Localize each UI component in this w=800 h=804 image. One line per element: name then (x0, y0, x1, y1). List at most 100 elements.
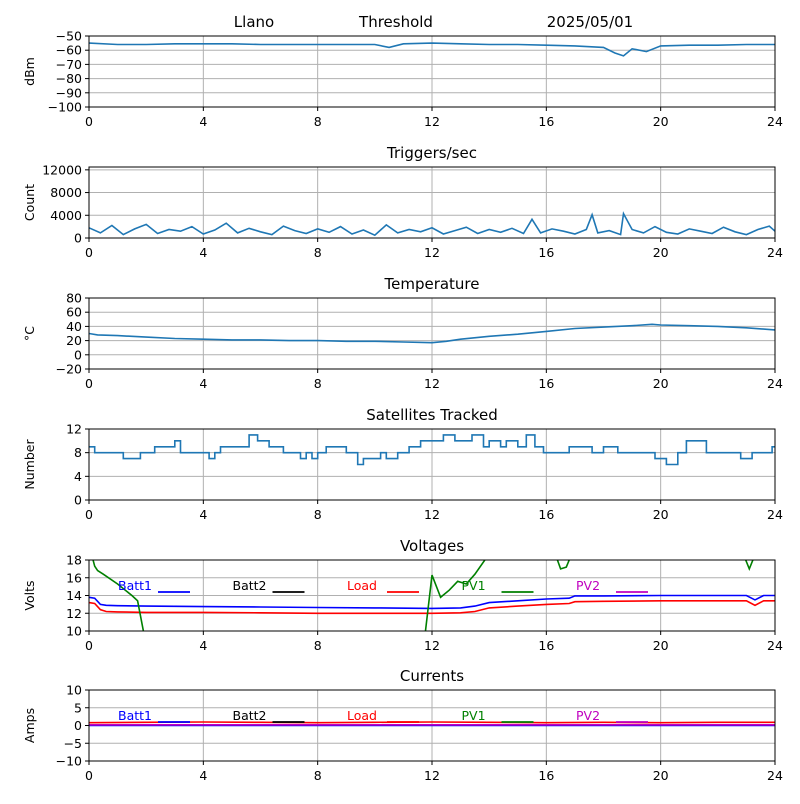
y-tick-label: 80 (66, 291, 82, 306)
y-tick-label: −70 (56, 57, 82, 72)
x-tick-label: 0 (85, 245, 93, 260)
y-tick-label: 40 (66, 319, 82, 334)
x-tick-label: 20 (653, 245, 669, 260)
x-tick-label: 24 (767, 638, 783, 653)
x-tick-label: 24 (767, 114, 783, 129)
header-mode: Threshold (358, 13, 433, 31)
legend-label: PV1 (462, 578, 486, 593)
y-tick-label: 20 (66, 333, 82, 348)
plot-area (89, 721, 775, 727)
panel-0: 0 4 8 12 16 20 24 −100−90−80−70−60−50 dBm (22, 29, 783, 130)
x-tick-label: 0 (85, 638, 93, 653)
x-tick-label: 12 (424, 768, 440, 783)
x-tick-label: 16 (538, 245, 554, 260)
panel-title: Voltages (400, 537, 464, 555)
x-tick-label: 20 (653, 114, 669, 129)
y-tick-label: 12 (66, 606, 82, 621)
panel-title: Temperature (383, 275, 479, 293)
y-axis-label: Number (22, 439, 37, 490)
legend-label: Load (347, 578, 377, 593)
x-tick-label: 16 (538, 638, 554, 653)
y-axis-label: dBm (22, 57, 37, 86)
y-axis-label: Volts (22, 580, 37, 610)
y-tick-label: 0 (74, 493, 82, 508)
panel-5: 0 4 8 12 16 20 24 −10 −5 0 5 10 Currents Amps Batt1 Bat… (22, 667, 783, 783)
series-line (89, 211, 775, 237)
series-line (92, 560, 145, 631)
series-line (556, 560, 571, 570)
series-line (424, 560, 486, 631)
x-tick-label: 16 (538, 507, 554, 522)
panel-title: Currents (400, 667, 464, 685)
x-tick-label: 8 (314, 507, 322, 522)
legend-label: PV2 (576, 578, 600, 593)
x-tick-label: 16 (538, 768, 554, 783)
panel-title: Triggers/sec (386, 144, 477, 162)
series-line (89, 721, 775, 724)
x-tick-label: 12 (424, 245, 440, 260)
series-line (89, 434, 775, 466)
header-station: Llano (234, 13, 274, 31)
x-tick-label: 24 (767, 507, 783, 522)
series-line (89, 42, 775, 57)
y-tick-label: 5 (74, 700, 82, 715)
header-date: 2025/05/01 (547, 13, 633, 31)
y-tick-label: 60 (66, 305, 82, 320)
x-tick-label: 12 (424, 114, 440, 129)
panel-4: 0 4 8 12 16 20 24 10 12 14 16 18 Voltages Volts Batt1 B… (22, 537, 783, 653)
x-tick-label: 4 (199, 768, 207, 783)
legend-label: Batt1 (118, 578, 152, 593)
plot-area (89, 211, 775, 237)
y-axis-label: Amps (22, 708, 37, 743)
y-tick-label: 0 (74, 347, 82, 362)
x-tick-label: 8 (314, 245, 322, 260)
legend-label: PV2 (576, 708, 600, 723)
x-tick-label: 4 (199, 638, 207, 653)
y-tick-label: −80 (56, 71, 82, 86)
plot-area (89, 323, 775, 344)
x-tick-label: 24 (767, 768, 783, 783)
x-tick-label: 4 (199, 507, 207, 522)
legend-label: Batt2 (233, 578, 267, 593)
x-tick-label: 4 (199, 376, 207, 391)
y-tick-label: 0 (74, 231, 82, 246)
y-tick-label: −90 (56, 85, 82, 100)
series-line (89, 323, 775, 344)
y-tick-label: −10 (56, 754, 82, 769)
y-tick-label: 4000 (50, 208, 82, 223)
series-line (744, 560, 754, 572)
x-tick-label: 20 (653, 376, 669, 391)
legend-label: PV1 (462, 708, 486, 723)
x-tick-label: 4 (199, 245, 207, 260)
y-tick-label: 12000 (42, 162, 82, 177)
legend-label: Batt2 (233, 708, 267, 723)
x-tick-label: 12 (424, 638, 440, 653)
y-tick-label: −50 (56, 29, 82, 44)
series-line (89, 594, 775, 610)
y-tick-label: 4 (74, 469, 82, 484)
x-tick-label: 0 (85, 114, 93, 129)
plot-area (89, 434, 775, 466)
x-tick-label: 24 (767, 245, 783, 260)
y-axis-label: Count (22, 184, 37, 221)
panel-1: 0 4 8 12 16 20 24 0 4000 8000 12000 Triggers/sec Cou… (22, 144, 783, 260)
x-tick-label: 24 (767, 376, 783, 391)
x-tick-label: 16 (538, 376, 554, 391)
x-tick-label: 20 (653, 638, 669, 653)
x-tick-label: 12 (424, 507, 440, 522)
x-tick-label: 12 (424, 376, 440, 391)
x-tick-label: 8 (314, 768, 322, 783)
x-tick-label: 16 (538, 114, 554, 129)
y-tick-label: 14 (66, 588, 82, 603)
y-tick-label: 16 (66, 570, 82, 585)
plot-area (89, 560, 775, 631)
x-tick-label: 20 (653, 507, 669, 522)
x-tick-label: 4 (199, 114, 207, 129)
x-tick-label: 20 (653, 768, 669, 783)
panel-3: 0 4 8 12 16 20 24 0 4 8 12 Satellites Tracked Number (22, 406, 783, 522)
y-tick-label: −20 (56, 362, 82, 377)
